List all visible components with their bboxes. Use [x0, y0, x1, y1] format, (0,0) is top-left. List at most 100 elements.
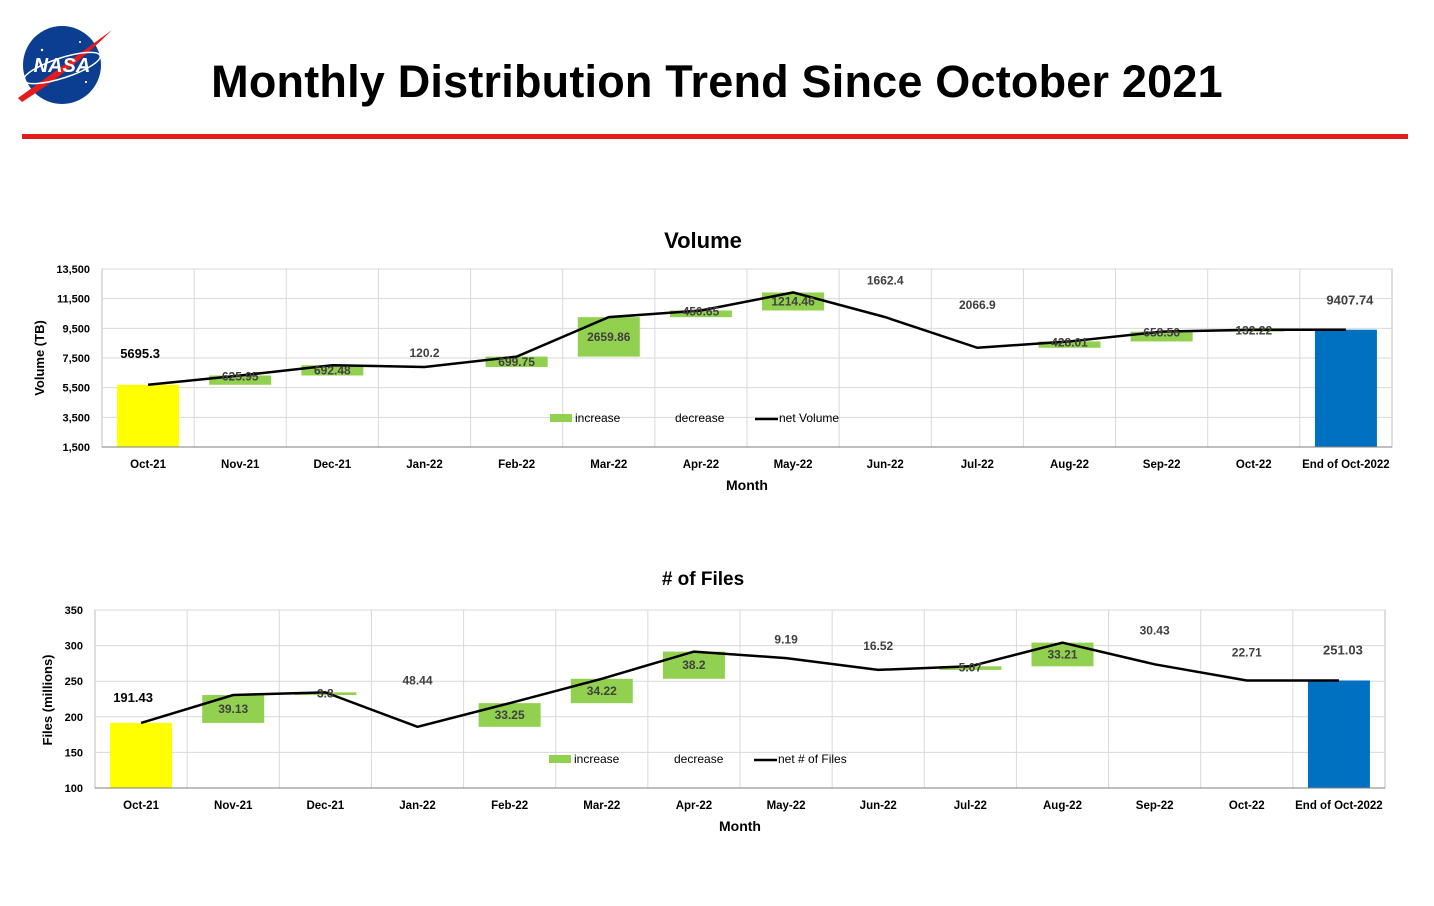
increase-bar — [209, 375, 272, 385]
y-tick-label: 9,500 — [62, 323, 90, 335]
y-axis-title: Volume (TB) — [32, 320, 47, 396]
increase-bar-label: 34.22 — [587, 684, 617, 698]
start-bar-label: 191.43 — [113, 690, 153, 705]
legend-decrease-label: decrease — [674, 752, 724, 766]
x-tick-label: End of Oct-2022 — [1302, 459, 1390, 471]
decrease-bar-label: 48.44 — [402, 673, 432, 687]
x-tick-label: Jun-22 — [860, 800, 897, 812]
increase-bar-label: 692.48 — [314, 363, 351, 377]
y-tick-label: 250 — [65, 676, 83, 688]
x-tick-label: Oct-22 — [1229, 800, 1265, 812]
slide-title: Monthly Distribution Trend Since October… — [211, 56, 1223, 107]
increase-bar-label: 33.25 — [495, 708, 525, 722]
x-tick-label: Sep-22 — [1143, 459, 1181, 471]
bars — [117, 292, 1377, 447]
x-tick-label: Dec-21 — [306, 800, 344, 812]
x-tick-label: Nov-21 — [221, 459, 260, 471]
end-bar-label: 9407.74 — [1326, 293, 1374, 308]
increase-bar — [301, 365, 364, 376]
x-axis-title: Month — [726, 477, 768, 493]
x-tick-label: Oct-21 — [130, 459, 166, 471]
chart-title: Volume — [664, 228, 742, 253]
increase-bar — [577, 317, 640, 357]
y-axis-title: Files (millions) — [40, 654, 55, 745]
increase-bar — [1130, 331, 1193, 342]
increase-bar — [1038, 341, 1101, 348]
nasa-logo-text: NASA — [34, 55, 91, 77]
y-tick-label: 100 — [65, 783, 83, 795]
increase-bar — [294, 692, 357, 696]
decrease-bar-label: 120.2 — [409, 346, 439, 360]
net-line-layer — [147, 291, 1346, 387]
decrease-bar-label: 16.52 — [863, 639, 893, 653]
y-tick-label: 13,500 — [56, 264, 90, 276]
y-tick-label: 350 — [65, 605, 83, 617]
increase-bar-label: 428.01 — [1051, 335, 1088, 349]
x-tick-label: Aug-22 — [1050, 459, 1089, 471]
increase-bar-label: 38.2 — [682, 658, 706, 672]
increase-bar — [485, 356, 548, 367]
legend-increase-swatch — [550, 414, 572, 422]
increase-bar — [478, 703, 541, 727]
nasa-logo: NASA — [18, 26, 112, 104]
increase-bar-label: 2659.86 — [587, 330, 631, 344]
increase-bar — [662, 651, 725, 679]
x-tick-label: Oct-21 — [123, 800, 159, 812]
x-tick-label: May-22 — [767, 800, 806, 812]
x-tick-label: Jul-22 — [961, 459, 994, 471]
decrease-bar-label: 1662.4 — [867, 273, 904, 287]
x-tick-label: Sep-22 — [1136, 800, 1174, 812]
x-tick-label: Jan-22 — [406, 459, 442, 471]
legend-increase-swatch — [549, 755, 571, 763]
legend-net-label: net # of Files — [778, 752, 847, 766]
x-tick-label: Jun-22 — [867, 459, 904, 471]
y-tick-label: 5,500 — [62, 383, 90, 395]
increase-bar-label: 658.56 — [1143, 326, 1180, 340]
legend: increase decrease net Volume — [550, 411, 839, 425]
x-tick-label: Dec-21 — [313, 459, 351, 471]
x-tick-label: Oct-22 — [1236, 459, 1272, 471]
files-chart: # of Files 191.43 251.03 39.13 3.8 48.44 33.2… — [40, 569, 1386, 834]
start-bar — [110, 722, 173, 788]
y-tick-label: 3,500 — [62, 412, 90, 424]
x-tick-label: Mar-22 — [583, 800, 620, 812]
increase-bar — [202, 695, 265, 723]
increase-bar-label: 39.13 — [218, 702, 248, 716]
legend-increase-label: increase — [575, 411, 621, 425]
decrease-bar-label: 9.19 — [774, 633, 798, 647]
increase-bar-label: 450.65 — [683, 304, 720, 318]
decrease-bar-label: 22.71 — [1232, 645, 1262, 659]
x-tick-label: Feb-22 — [491, 800, 528, 812]
x-tick-label: End of Oct-2022 — [1295, 800, 1383, 812]
y-tick-label: 200 — [65, 712, 83, 724]
increase-bar-label: 1214.46 — [771, 294, 815, 308]
end-bar — [1307, 680, 1370, 788]
increase-bar-label: 132.22 — [1235, 324, 1272, 338]
increase-bar-label: 5.07 — [959, 660, 983, 674]
x-tick-label: Feb-22 — [498, 459, 535, 471]
x-tick-label: Nov-21 — [214, 800, 253, 812]
increase-bar — [939, 666, 1002, 670]
start-bar-label: 5695.3 — [120, 346, 160, 361]
data-labels: 5695.3 9407.74 625.95 692.48 120.2 699.75 2659… — [120, 273, 1374, 383]
x-tick-label: Apr-22 — [676, 800, 712, 812]
increase-bar — [1031, 642, 1094, 667]
bars — [110, 642, 1370, 788]
x-tick-label: Jan-22 — [399, 800, 435, 812]
y-tick-label: 11,500 — [57, 294, 90, 306]
axes: 100 150 200 250 300 350 Oct-21 Nov-21 Dec-21 Jan-… — [65, 605, 1385, 812]
legend: increase decrease net # of Files — [549, 752, 847, 766]
x-tick-label: Apr-22 — [683, 459, 719, 471]
y-tick-label: 150 — [65, 747, 83, 759]
increase-bar-label: 3.8 — [317, 686, 334, 700]
decrease-bar-label: 30.43 — [1140, 624, 1170, 638]
increase-bar-label: 699.75 — [498, 355, 535, 369]
net-series-line — [147, 291, 1346, 387]
increase-bar-label: 33.21 — [1047, 647, 1077, 661]
data-labels: 191.43 251.03 39.13 3.8 48.44 33.25 34.22 38.2 9… — [113, 624, 1363, 722]
title-rule — [22, 134, 1408, 139]
increase-bar-label: 625.95 — [222, 369, 259, 383]
x-axis-title: Month — [719, 818, 761, 834]
end-bar — [1314, 329, 1377, 447]
increase-bar — [570, 678, 633, 704]
